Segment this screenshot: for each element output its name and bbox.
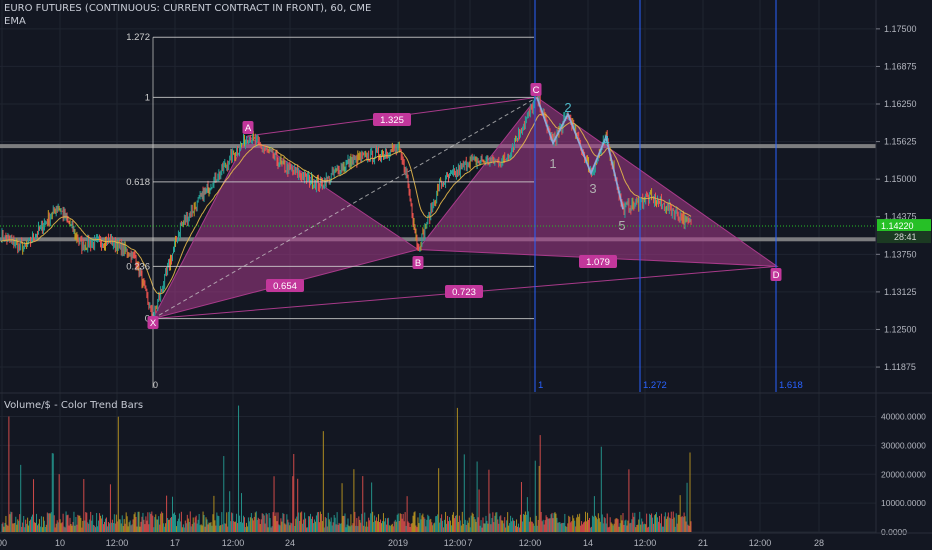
pattern-ratio[interactable]: 1.325 [373,113,411,126]
pattern-ratio-text: 1.325 [380,115,404,126]
volume-axis-label: 30000.0000 [881,440,926,450]
fib-time-zone-label: 1 [538,380,543,391]
pattern-ratio[interactable]: 0.654 [266,279,304,292]
price-axis-label: 1.13125 [884,287,917,297]
pattern-ratio-text: 0.654 [273,281,297,292]
pattern-point-b-bg [412,256,424,269]
pattern-labels[interactable]: X A B C D 1.325 0.654 0.723 1.079 [147,83,782,329]
elliott-wave-label: 5 [618,218,625,233]
time-axis-label: 12:00 [444,538,467,548]
fib-retracement[interactable]: 1.272 1 0.618 0.236 0 0 [126,32,534,390]
price-axis-label: 1.13750 [884,249,917,259]
time-axis-label: 00 [0,538,7,548]
pattern-point-b[interactable]: B [412,256,424,269]
pattern-ratio-bg [266,279,304,292]
pattern-point-b-text: B [415,258,421,269]
pattern-point-c[interactable]: C [530,83,542,96]
ema-line [0,113,692,295]
pattern-ratio[interactable]: 1.079 [579,255,617,268]
time-axis-label: 17 [170,538,180,548]
price-axis-label: 1.16250 [884,99,917,109]
indicator-label[interactable]: EMA [4,16,26,27]
pattern-ratio-text: 1.079 [586,257,610,268]
price-axis-label: 1.14375 [884,212,917,222]
pattern-point-x-bg [147,316,159,329]
pattern-point-x-text: X [150,318,157,329]
pattern-point-a[interactable]: A [242,121,254,134]
elliott-wave-label: 4 [602,133,609,148]
fib-time-zones[interactable]: 1 1.272 1.618 [534,0,803,392]
time-axis-label: 24 [285,538,295,548]
pattern-point-d-text: D [773,270,780,281]
current-price-label: 1.14220 [881,221,914,231]
price-axis-label: 1.16875 [884,61,917,71]
pattern-ratio-bg [579,255,617,268]
fib-time-zone-label: 1.618 [779,380,803,391]
current-price-badge[interactable] [877,219,931,232]
volume-axis-label: 20000.0000 [881,469,926,479]
pattern-point-c-bg [530,83,542,96]
fib-level-label: 0.618 [126,177,150,188]
time-axis-label: 12:00 [519,538,542,548]
time-axis-label: 2019 [388,538,408,548]
volume-axis-label: 10000.0000 [881,498,926,508]
time-axis-label: 28 [814,538,824,548]
pattern-point-d[interactable]: D [770,268,782,281]
time-axis-label: 12:00 [749,538,772,548]
fib-level-label: 1.272 [126,32,150,43]
pattern-point-c-text: C [533,85,540,96]
time-axis-label: 12:00 [106,538,129,548]
price-axis-label: 1.15625 [884,137,917,147]
elliott-wave-path[interactable] [536,97,624,210]
time-axis-label: 12:00 [222,538,245,548]
volume-panel-title[interactable]: Volume/$ - Color Trend Bars [4,400,144,411]
price-axis-label: 1.17500 [884,24,917,34]
fib-level-label: 0 [145,314,150,325]
price-axis-label: 1.15000 [884,174,917,184]
pattern-point-a-bg [242,121,254,134]
price-axis-label: 1.12500 [884,324,917,334]
volume-axis-label: 40000.0000 [881,412,926,422]
resistance-line[interactable] [0,144,876,149]
time-axis-label: 7 [467,538,472,548]
countdown-badge [877,231,931,244]
countdown-label: 28:41 [894,232,917,242]
elliott-wave-label: 3 [589,181,596,196]
pattern-ratio[interactable]: 0.723 [445,285,483,298]
volume-bars [1,405,692,532]
pattern-ratio-bg [373,113,411,126]
time-axis-label: 10 [55,538,65,548]
fib-level-label: 0.236 [126,261,150,272]
pattern-ratio-bg [445,285,483,298]
volume-axis-label: 0.0000 [881,527,907,537]
elliott-wave[interactable]: 1 2 3 4 5 [536,97,626,233]
pattern-point-d-bg [770,268,782,281]
pattern-point-x[interactable]: X [147,316,159,329]
symbol-title[interactable]: EURO FUTURES (CONTINUOUS: CURRENT CONTRA… [4,3,372,14]
fib-level-label: 1 [145,92,150,103]
fib-time-zero: 0 [153,380,158,390]
pattern-line-xc[interactable] [152,96,538,320]
elliott-wave-label: 2 [564,100,571,115]
pattern-point-a-text: A [245,123,252,134]
time-axis-label: 21 [698,538,708,548]
elliott-wave-label: 1 [549,156,556,171]
time-axis-label: 14 [583,538,593,548]
price-axis-label: 1.11875 [884,362,916,372]
time-axis-label: 12:00 [634,538,657,548]
pattern-ratio-text: 0.723 [452,287,476,298]
price-candles [0,89,692,324]
fib-time-zone-label: 1.272 [643,380,667,391]
